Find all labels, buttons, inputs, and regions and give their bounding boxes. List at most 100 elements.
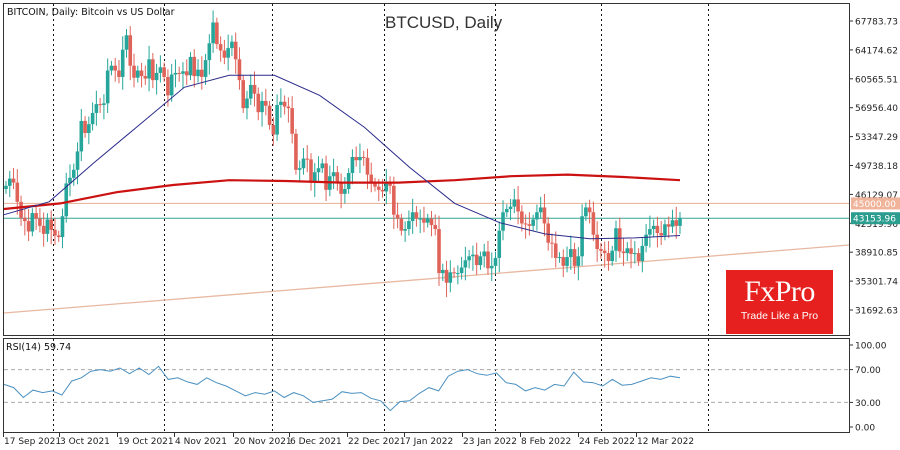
candle-body [222, 50, 227, 58]
price-axis-label: 53347.29 [855, 133, 898, 143]
trendline [3, 244, 850, 314]
candle-body [294, 133, 298, 170]
chart-title: BTCUSD, Daily [385, 13, 503, 32]
date-axis-label: 6 Dec 2021 [290, 437, 342, 447]
candle-body [34, 213, 38, 219]
rsi-axis: 100.00 70.00 30.00 0.00 [849, 342, 887, 434]
candle-body [512, 199, 517, 207]
candle-body [569, 249, 573, 258]
candle-body [486, 251, 490, 269]
candle-body [184, 71, 189, 76]
date-axis-label: 7 Jan 2022 [405, 437, 453, 447]
candle-body [105, 70, 110, 104]
candle-body [553, 243, 558, 258]
candle-body [403, 229, 407, 231]
logo-tagline: Trade Like a Pro [740, 310, 819, 322]
candle-body [471, 254, 475, 257]
candle-body [392, 185, 396, 215]
candle-body [316, 168, 321, 173]
candle-body [493, 257, 498, 266]
candle-body [237, 59, 242, 81]
candle-body [501, 212, 505, 231]
candle-body [437, 229, 441, 274]
candle-body [124, 35, 129, 50]
candle-body [395, 214, 400, 219]
candle-body [71, 169, 76, 178]
candle-body [53, 229, 57, 236]
candle-body [463, 260, 468, 268]
ma-slow-line [3, 173, 681, 211]
candle-body [30, 213, 35, 232]
price-axis-label: 46129.07 [855, 191, 898, 201]
candle-body [90, 112, 95, 125]
price-tag-label: 43153.96 [853, 215, 896, 225]
candle-body [350, 156, 355, 174]
candle-body [320, 163, 325, 169]
candle-body [358, 156, 362, 161]
date-axis-label: 22 Dec 2021 [348, 437, 406, 447]
candle-body [497, 230, 502, 258]
candle-body [233, 41, 238, 60]
candle-body [162, 67, 166, 77]
candle-body [275, 104, 279, 135]
candle-body [264, 100, 268, 106]
date-axis-label: 23 Jan 2022 [463, 437, 517, 447]
candle-body [520, 211, 524, 224]
candle-body [120, 49, 125, 77]
candle-body [256, 93, 261, 113]
candle-body [94, 104, 99, 113]
price-tag-label: 45000.00 [853, 200, 896, 210]
candle-body [98, 104, 102, 106]
candle-body [87, 124, 91, 133]
candle-body [433, 225, 438, 230]
candle-body [158, 67, 163, 73]
candle-body [444, 269, 449, 283]
candle-body [561, 257, 566, 266]
candle-body [109, 65, 114, 71]
price-axis-label: 67783.73 [855, 18, 898, 28]
candle-body [64, 183, 69, 217]
candle-body [531, 219, 535, 226]
candle-body [440, 269, 445, 274]
candle-body [448, 272, 453, 283]
candle-body [177, 72, 182, 74]
candle-body [655, 225, 660, 234]
candle-body [384, 182, 389, 192]
candle-body [489, 265, 494, 269]
candle-body [354, 156, 358, 161]
candle-body [173, 72, 178, 75]
candle-body [606, 253, 611, 262]
price-axis-label: 35301.74 [855, 278, 898, 288]
candle-body [267, 105, 272, 125]
candle-body [290, 108, 294, 134]
candle-body [188, 56, 193, 76]
vertical-gridlines [53, 4, 709, 432]
candle-body [369, 174, 374, 183]
candle-body [410, 212, 415, 222]
candle-body [309, 159, 313, 183]
fxpro-logo: FxPro Trade Like a Pro [726, 270, 833, 334]
date-axis-label: 24 Feb 2022 [579, 437, 635, 447]
candle-body [576, 256, 581, 266]
price-axis-label: 42519.96 [855, 220, 898, 230]
candle-body [339, 182, 343, 194]
candle-body [207, 43, 212, 61]
candle-body [399, 218, 404, 231]
date-axis-label: 4 Nov 2021 [175, 437, 227, 447]
candle-body [7, 178, 12, 186]
candle-body [346, 173, 351, 190]
candle-body [459, 267, 464, 274]
candle-body [557, 257, 562, 259]
candle-body [550, 242, 554, 244]
candle-body [542, 207, 547, 224]
candle-body [538, 207, 543, 213]
candle-body [651, 225, 656, 230]
candle-body [128, 35, 133, 66]
candle-body [414, 212, 419, 219]
candle-body [23, 217, 27, 222]
candle-body [591, 212, 596, 235]
rsi-axis-label: 0.00 [855, 424, 875, 434]
candle-body [614, 228, 618, 251]
